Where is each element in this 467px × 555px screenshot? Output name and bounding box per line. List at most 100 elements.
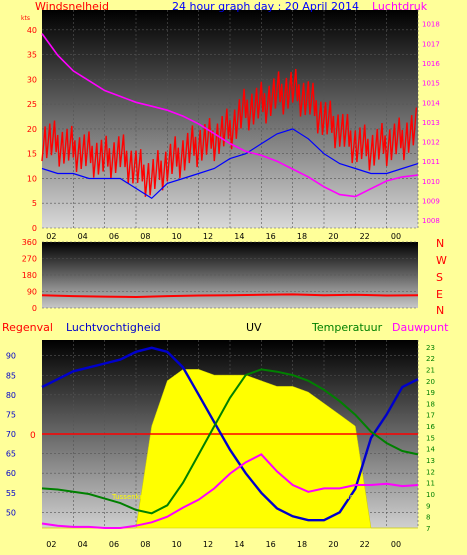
series-windsnelheid	[41, 68, 418, 197]
ytick-pressure: 1009	[422, 198, 440, 206]
xtick-hour: 00	[391, 540, 401, 549]
ytick-wind: 0	[32, 224, 37, 233]
ytick-direction: 360	[22, 238, 37, 247]
xtick-hour: 14	[234, 540, 244, 549]
ytick-pressure: 1015	[422, 80, 440, 88]
ytick-pressure: 1018	[422, 21, 440, 29]
series-windrichting	[41, 293, 419, 299]
annotation-tussenkomst: Tussenkomst	[111, 493, 157, 501]
ytick-pressure: 1008	[422, 217, 440, 225]
ytick-wind: 35	[27, 51, 37, 60]
chart-marks	[41, 33, 419, 529]
ytick-temperature: 12	[426, 468, 435, 476]
ytick-humidity: 55	[6, 489, 16, 498]
ytick-temperature: 15	[426, 434, 435, 442]
ytick-humidity: 70	[6, 430, 16, 439]
ytick-pressure: 1017	[422, 40, 440, 48]
ytick-wind: 15	[27, 150, 37, 159]
rain-zero-label: 0	[30, 431, 36, 441]
compass-n-bottom: N	[436, 304, 444, 317]
legend-dauwpunt: Dauwpunt	[392, 321, 449, 334]
xtick-hour: 16	[266, 540, 276, 549]
xtick-hour: 20	[328, 540, 338, 549]
ytick-temperature: 18	[426, 400, 435, 408]
ytick-pressure: 1010	[422, 178, 440, 186]
xtick-hour: 22	[360, 540, 370, 549]
ytick-temperature: 20	[426, 378, 435, 386]
ytick-temperature: 13	[426, 457, 435, 465]
compass-s: S	[436, 271, 443, 284]
series-temperatuur	[41, 368, 419, 515]
ytick-wind: 30	[27, 75, 37, 84]
ytick-temperature: 14	[426, 446, 435, 454]
ytick-pressure: 1011	[422, 158, 440, 166]
legend-regenval: Regenval	[2, 321, 53, 334]
ytick-pressure: 1016	[422, 60, 440, 68]
xtick-hour: 04	[78, 232, 88, 241]
ytick-wind: 40	[27, 26, 37, 35]
ytick-wind: 20	[27, 125, 37, 134]
ytick-temperature: 19	[426, 389, 435, 397]
compass-e: E	[436, 288, 443, 301]
label-windsnelheid: Windsnelheid	[35, 0, 109, 13]
series-luchtdruk	[41, 33, 419, 198]
ytick-temperature: 11	[426, 480, 435, 488]
ytick-temperature: 8	[426, 514, 430, 522]
ytick-temperature: 9	[426, 502, 430, 510]
ytick-temperature: 23	[426, 344, 435, 352]
xtick-hour: 22	[360, 232, 370, 241]
xtick-hour: 10	[172, 540, 182, 549]
ytick-temperature: 16	[426, 423, 435, 431]
xtick-hour: 12	[203, 540, 213, 549]
xtick-hour: 18	[297, 540, 307, 549]
legend-uv: UV	[246, 321, 262, 334]
compass-w: W	[436, 254, 447, 267]
xtick-hour: 16	[266, 232, 276, 241]
ytick-direction: 270	[22, 255, 37, 264]
ytick-temperature: 10	[426, 491, 435, 499]
series-wind-average	[41, 128, 419, 200]
ytick-direction: 180	[22, 271, 37, 280]
xtick-hour: 20	[328, 232, 338, 241]
ytick-humidity: 60	[6, 469, 16, 478]
ytick-wind: 10	[27, 174, 37, 183]
ytick-temperature: 22	[426, 355, 435, 363]
ytick-pressure: 1012	[422, 139, 440, 147]
ytick-humidity: 80	[6, 391, 16, 400]
legend-temperatuur: Temperatuur	[311, 321, 383, 334]
ytick-wind: 5	[32, 199, 37, 208]
ytick-direction: 0	[32, 304, 37, 313]
xtick-hour: 06	[109, 232, 119, 241]
ytick-temperature: 17	[426, 412, 435, 420]
series-luchtvochtigheid	[41, 346, 419, 522]
xtick-hour: 04	[78, 540, 88, 549]
ytick-temperature: 21	[426, 366, 435, 374]
ytick-temperature: 7	[426, 525, 430, 533]
annotation-dauwpunt: Dauwpunt	[330, 493, 366, 501]
xtick-hour: 10	[172, 232, 182, 241]
xtick-hour: 00	[391, 232, 401, 241]
ytick-pressure: 1014	[422, 99, 440, 107]
ytick-humidity: 90	[6, 352, 16, 361]
xtick-hour: 08	[140, 232, 150, 241]
series-dauwpunt	[41, 453, 419, 529]
xtick-hour: 08	[140, 540, 150, 549]
xtick-hour: 02	[46, 540, 56, 549]
xtick-hour: 12	[203, 232, 213, 241]
wind-unit-label: kts	[21, 15, 30, 22]
ytick-humidity: 85	[6, 371, 16, 380]
ytick-humidity: 65	[6, 450, 16, 459]
xtick-hour: 14	[234, 232, 244, 241]
tick-labels: 0510152025303540100810091010101110121013…	[6, 21, 441, 549]
ytick-wind: 25	[27, 100, 37, 109]
ytick-humidity: 75	[6, 410, 16, 419]
ytick-pressure: 1013	[422, 119, 440, 127]
xtick-hour: 02	[46, 232, 56, 241]
ytick-direction: 90	[27, 288, 37, 297]
legend-luchtvochtigheid: Luchtvochtigheid	[66, 321, 161, 334]
xtick-hour: 18	[297, 232, 307, 241]
label-luchtdruk: Luchtdruk	[372, 0, 428, 13]
chart-title: 24 hour graph day : 20 April 2014	[172, 0, 359, 13]
compass-n-top: N	[436, 237, 444, 250]
